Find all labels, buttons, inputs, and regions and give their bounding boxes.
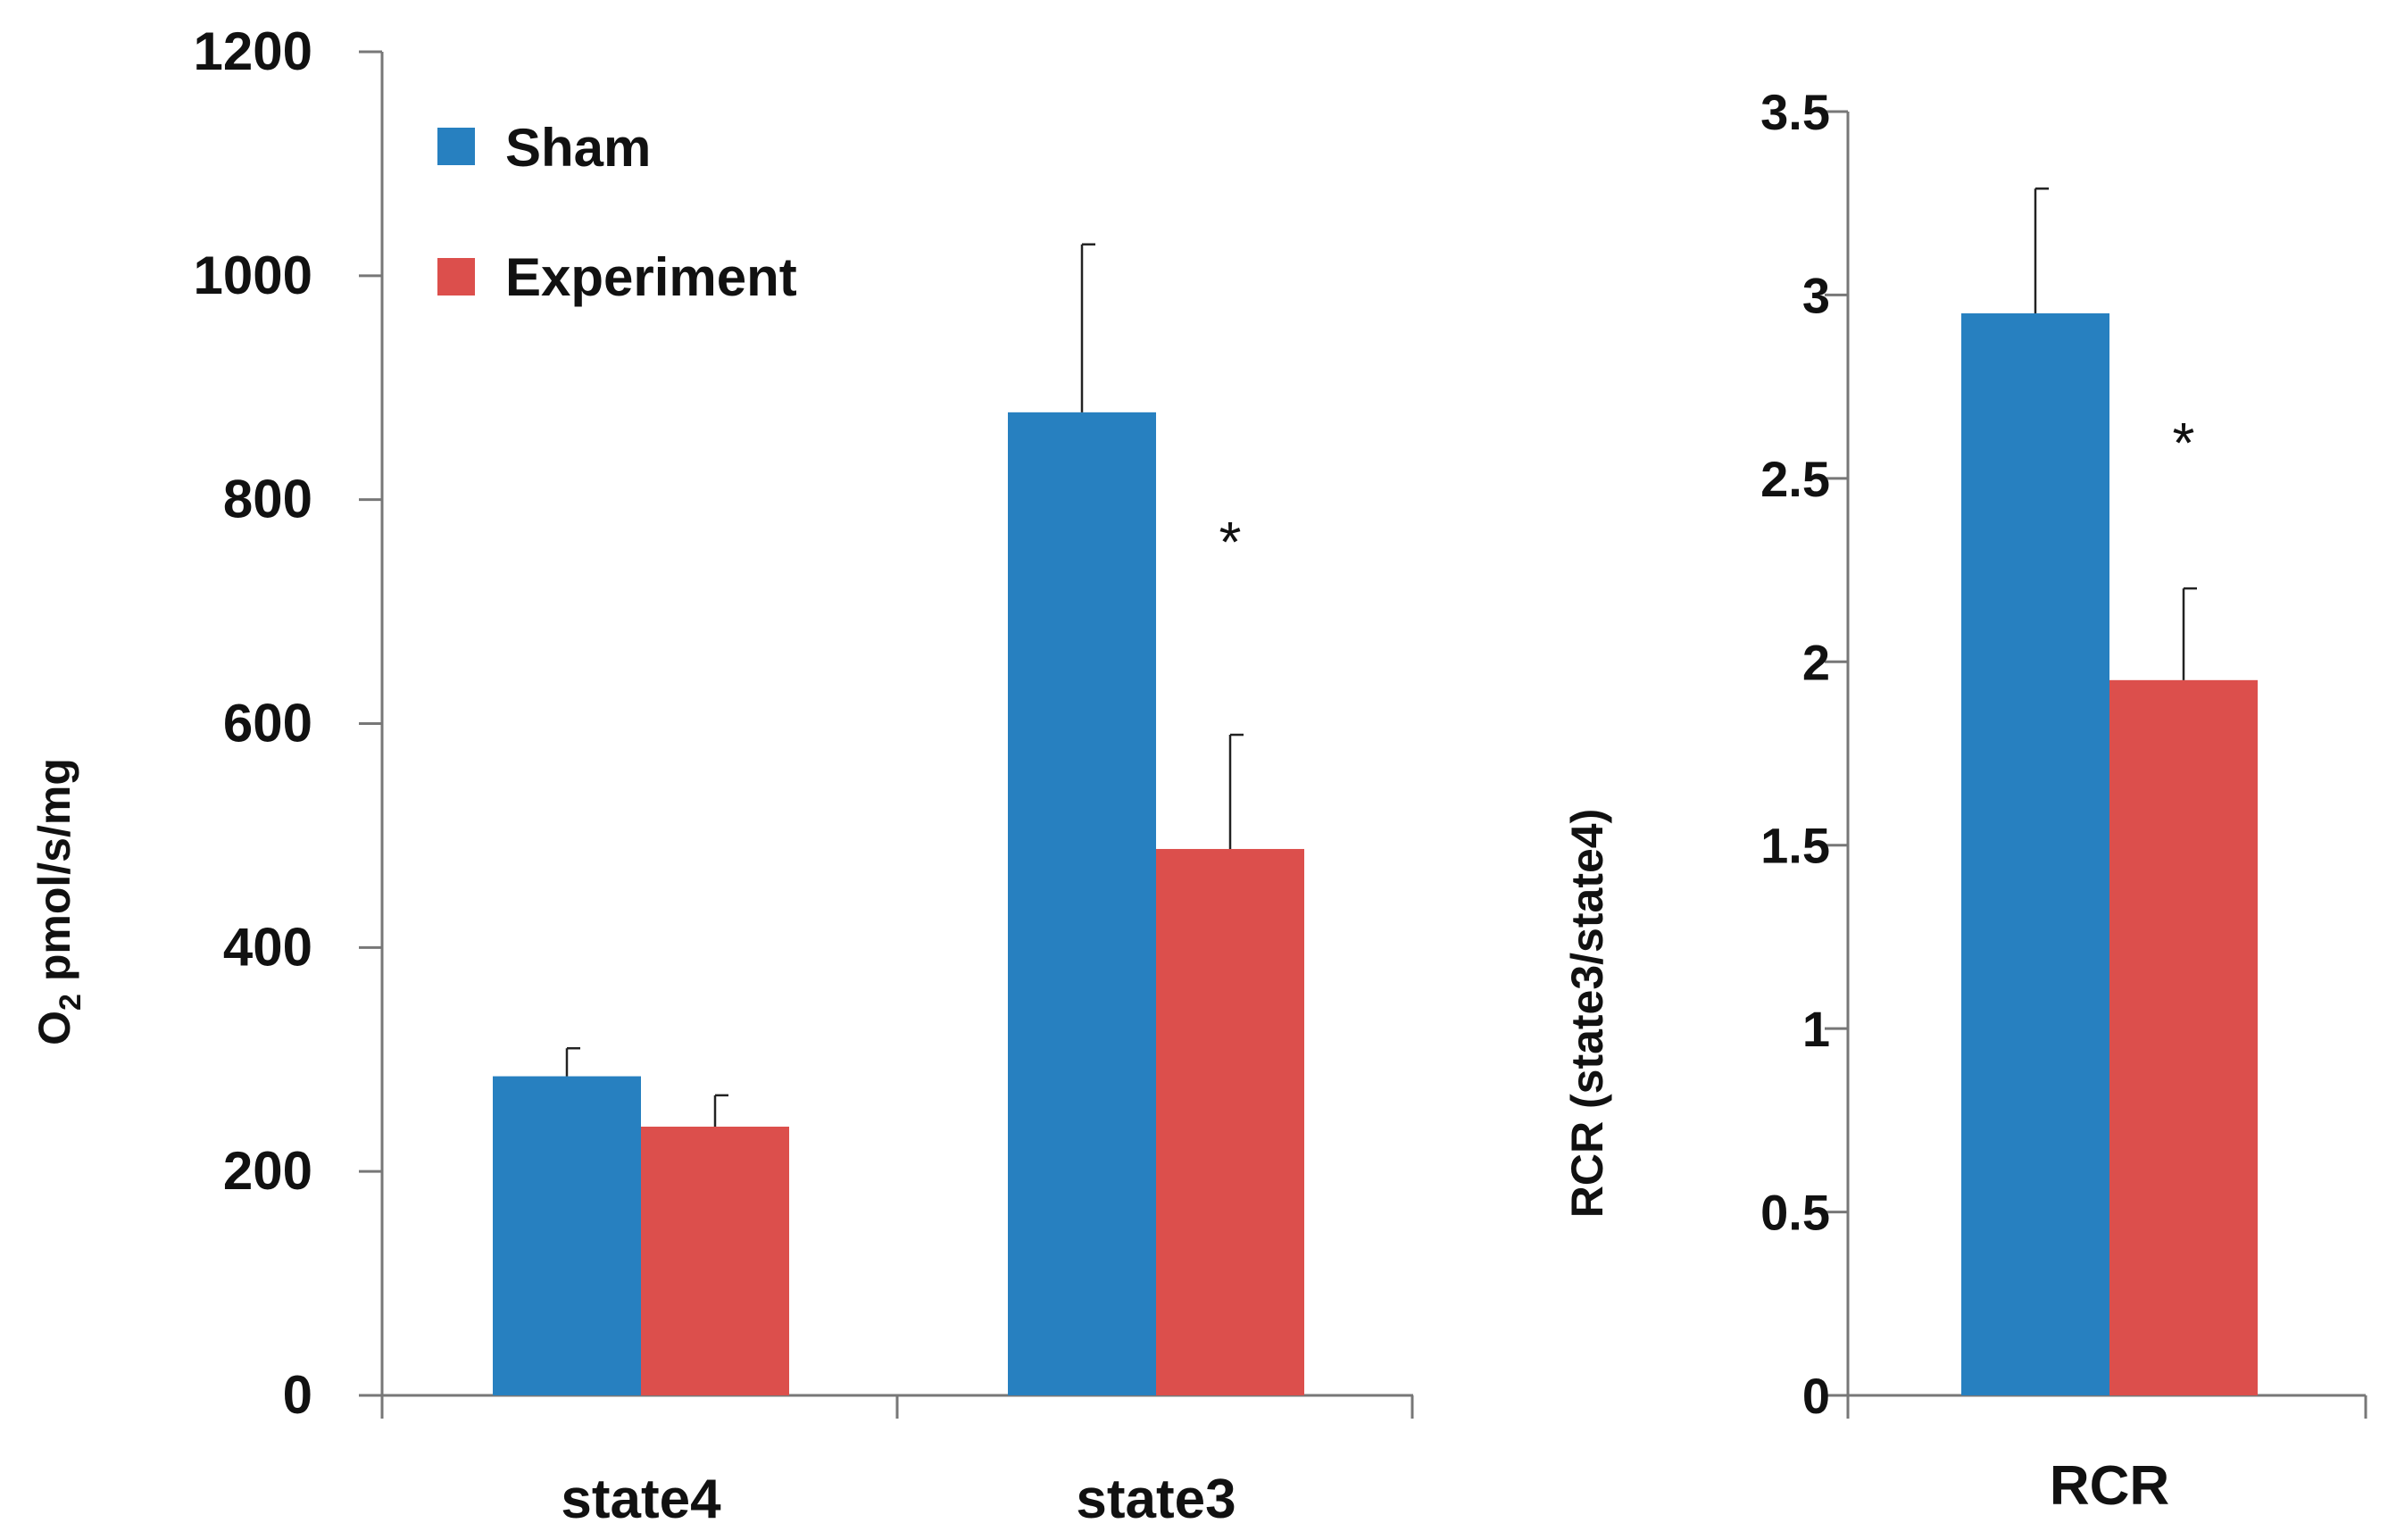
y-tick-label: 0: [283, 1365, 312, 1425]
bar-experiment-state3: [1156, 848, 1304, 1395]
right-y-axis-label: RCR (state3/state4): [1562, 809, 1612, 1218]
y-tick-label: 800: [223, 470, 312, 529]
x-category-label: state3: [1076, 1469, 1236, 1530]
legend: Sham Experiment: [437, 118, 797, 307]
legend-swatch-experiment: [437, 258, 475, 296]
y-tick-label: 1200: [194, 21, 312, 81]
y-tick-label: 0: [1802, 1368, 1830, 1424]
y-tick-label: 3: [1802, 267, 1830, 323]
subscript-2: 2: [54, 994, 87, 1011]
x-category-label: RCR: [2050, 1455, 2169, 1517]
legend-swatch-sham: [437, 128, 475, 165]
bar-experiment-rcr: [2109, 679, 2258, 1395]
x-category-label: state4: [561, 1469, 721, 1530]
significance-star: *: [1219, 510, 1242, 574]
legend-label-sham: Sham: [505, 118, 651, 178]
y-tick-label: 1.5: [1760, 818, 1830, 874]
y-tick-label: 1: [1802, 1001, 1830, 1057]
y-tick-label: 600: [223, 694, 312, 753]
y-tick-label: 1000: [194, 246, 312, 305]
legend-label-experiment: Experiment: [505, 247, 797, 307]
bar-experiment-state4: [641, 1127, 789, 1395]
y-tick-label: 2.5: [1760, 451, 1830, 507]
bar-sham-state3: [1008, 412, 1156, 1395]
significance-star: *: [2173, 411, 2195, 475]
y-tick-label: 3.5: [1760, 84, 1830, 140]
bar-sham-state4: [493, 1076, 641, 1395]
y-tick-label: 0.5: [1760, 1185, 1830, 1241]
y-tick-label: 2: [1802, 634, 1830, 690]
left-chart-panel: O2 pmol/s/mg Sham Experiment 0 200 400 600 8…: [29, 21, 1414, 1530]
y-tick-label: 400: [223, 917, 312, 977]
right-chart-panel: RCR (state3/state4) 0 0.5 1 1.5 2 2.5 3 3.5 RCR *: [1562, 84, 2367, 1517]
bar-sham-rcr: [1961, 312, 2109, 1395]
left-y-axis-label: O2 pmol/s/mg: [29, 758, 87, 1045]
y-tick-label: 200: [223, 1141, 312, 1201]
